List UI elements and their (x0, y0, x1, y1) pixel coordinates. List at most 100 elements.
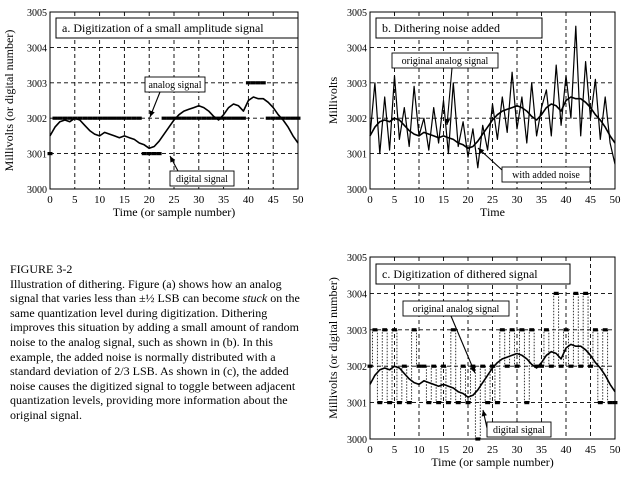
x-tick-label: 25 (169, 194, 181, 206)
annotation-label: original analog signal (402, 56, 489, 67)
y-tick-label: 3001 (27, 150, 47, 161)
title-box (55, 17, 299, 39)
x-tick-label: 0 (47, 194, 53, 206)
x-tick-label: 35 (218, 194, 230, 206)
annotation-box (402, 300, 510, 317)
x-tick-label: 30 (512, 194, 524, 206)
x-tick-label: 15 (119, 194, 131, 206)
x-tick-label: 5 (392, 194, 398, 206)
annotation: original analog signal (391, 52, 499, 126)
chart-title: a. Digitization of a small amplitude sig… (62, 21, 264, 35)
annotation-pointer (446, 67, 453, 126)
annotation-arrowhead (470, 366, 476, 373)
series-digital-signal (47, 81, 301, 156)
chart-a: 0 5 10 15 20 25 30 35 40 45 50 3000 3001 3002 3003 3004… (2, 8, 304, 219)
x-tick-label: 45 (585, 194, 597, 206)
y-tick-label: 3000 (27, 185, 47, 196)
y-tick-label: 3003 (347, 79, 367, 90)
x-tick-label: 30 (193, 194, 205, 206)
x-tick-label: 20 (463, 194, 475, 206)
x-axis-label: Time (480, 205, 505, 219)
chart-title: c. Digitization of dithered signal (382, 267, 538, 281)
series-line (49, 96, 299, 150)
x-tick-label: 50 (610, 194, 622, 206)
annotation-box (144, 76, 206, 93)
x-tick-label: 20 (144, 194, 156, 206)
annotation: analog signal (144, 76, 206, 118)
caption-text-part2: on the same quantization level during di… (10, 291, 300, 422)
annotation-arrowhead (170, 156, 176, 163)
x-tick-label: 0 (367, 194, 373, 206)
annotation-arrowhead (444, 118, 451, 125)
caption-italic-word: stuck (242, 291, 268, 306)
plot-frame (49, 11, 299, 190)
y-tick-label: 3005 (347, 8, 367, 19)
caption-text-part1: Illustration of dithering. Figure (a) sh… (10, 276, 282, 306)
x-tick-label: 40 (561, 444, 573, 456)
y-tick-label: 3004 (347, 43, 367, 54)
y-tick-label: 3003 (27, 79, 47, 90)
annotation-label: original analog signal (413, 304, 500, 315)
annotation-arrowhead (149, 110, 155, 117)
annotation-box (391, 52, 499, 69)
annotation-label: digital signal (493, 425, 545, 436)
x-tick-label: 30 (512, 444, 524, 456)
y-tick-label: 3002 (27, 114, 47, 125)
y-axis-label: Millivolts (326, 76, 340, 124)
y-tick-label: 3001 (347, 399, 367, 410)
annotation-box (501, 166, 591, 183)
annotation-box (486, 421, 552, 438)
plot-frame (369, 256, 616, 440)
annotation-arrowhead (481, 410, 487, 417)
y-tick-label: 3000 (347, 435, 367, 446)
series-analog-signal (49, 96, 299, 150)
annotation: digital signal (169, 155, 235, 187)
y-tick-label: 3002 (347, 114, 367, 125)
x-tick-label: 25 (487, 194, 499, 206)
y-axis-label: Millivolts (or digital number) (326, 277, 340, 419)
x-tick-label: 15 (438, 194, 450, 206)
annotation-arrowhead (478, 148, 485, 155)
x-tick-label: 10 (414, 194, 426, 206)
series-line (369, 25, 616, 169)
x-tick-label: 40 (243, 194, 255, 206)
y-tick-label: 3002 (347, 362, 367, 373)
grid (370, 12, 615, 189)
x-tick-label: 25 (487, 444, 499, 456)
x-tick-label: 35 (536, 194, 548, 206)
figure-caption: FIGURE 3-2 Illustration of dithering. Fi… (10, 262, 300, 423)
x-tick-label: 40 (561, 194, 573, 206)
y-tick-label: 3004 (27, 43, 47, 54)
chart-c: 0 5 10 15 20 25 30 35 40 45 50 3000 3001 3002 3003 3004… (326, 253, 621, 469)
y-tick-label: 3000 (347, 185, 367, 196)
x-tick-label: 45 (585, 444, 597, 456)
x-tick-label: 5 (392, 444, 398, 456)
x-axis-label: Time (or sample number) (431, 455, 554, 469)
x-tick-label: 50 (293, 194, 305, 206)
y-tick-label: 3005 (27, 8, 47, 19)
y-axis-label: Millivolts (or digital number) (2, 30, 16, 172)
title-box (375, 263, 571, 285)
annotation-box (169, 170, 235, 187)
annotation-label: digital signal (176, 174, 228, 185)
annotation: digital signal (481, 409, 552, 438)
y-tick-label: 3004 (347, 289, 367, 300)
chart-b: 0 5 10 15 20 25 30 35 40 45 50 3000 3001 3002 3003 3004… (326, 8, 621, 219)
x-tick-label: 20 (463, 444, 475, 456)
annotation: with added noise (477, 147, 591, 183)
x-axis-label: Time (or sample number) (113, 205, 236, 219)
title-box (375, 17, 543, 39)
annotation-label: analog signal (148, 80, 201, 91)
x-tick-label: 5 (72, 194, 78, 206)
x-tick-label: 10 (414, 444, 426, 456)
y-tick-label: 3005 (347, 253, 367, 264)
series-line (369, 343, 616, 398)
x-tick-label: 0 (367, 444, 373, 456)
caption-text: Illustration of dithering. Figure (a) sh… (10, 277, 300, 423)
annotation-label: with added noise (512, 170, 580, 181)
series-original-analog-signal (369, 343, 616, 398)
annotation: original analog signal (402, 300, 510, 374)
x-tick-label: 10 (94, 194, 106, 206)
annotation-pointer (450, 315, 476, 374)
